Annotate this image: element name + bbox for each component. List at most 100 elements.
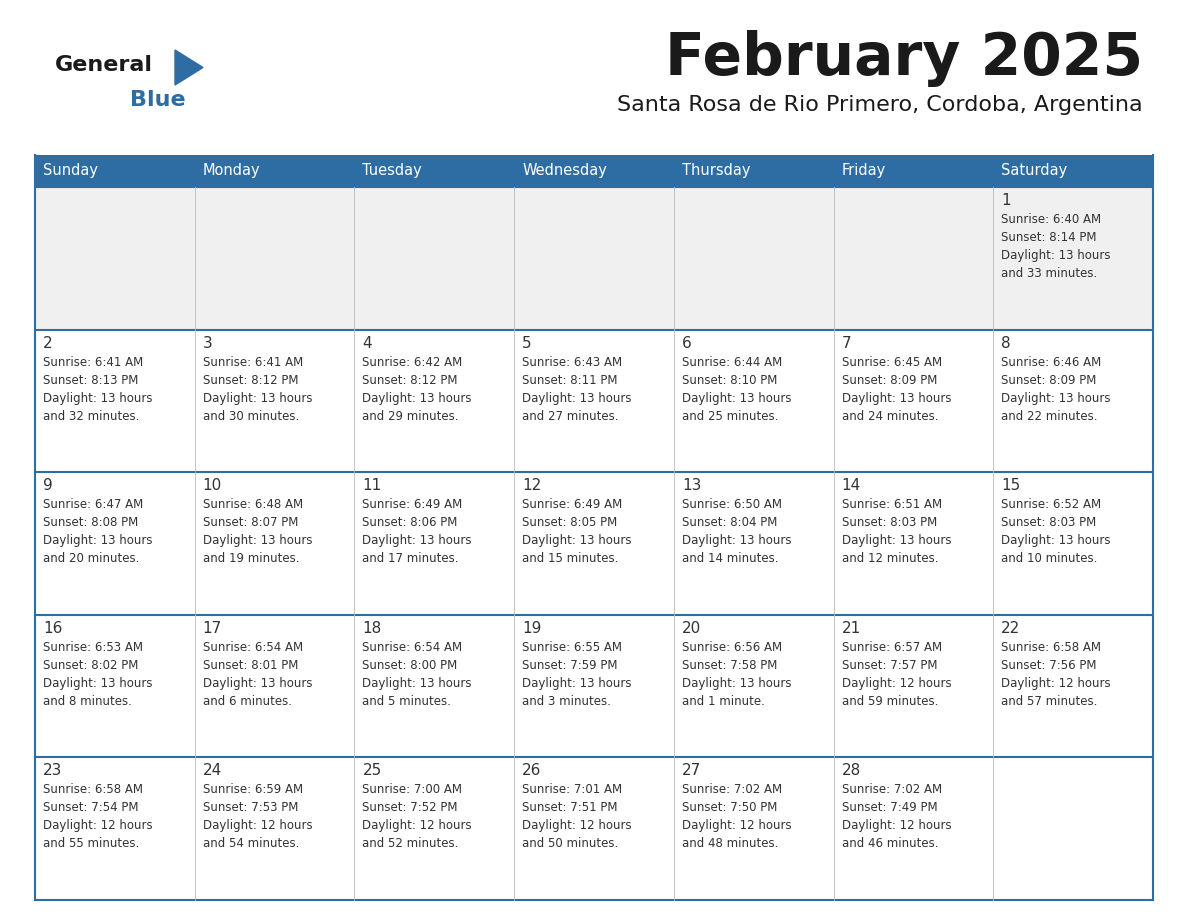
Text: Sunrise: 6:50 AM: Sunrise: 6:50 AM: [682, 498, 782, 511]
Text: Sunrise: 6:57 AM: Sunrise: 6:57 AM: [841, 641, 942, 654]
Text: and 50 minutes.: and 50 minutes.: [523, 837, 619, 850]
Text: and 14 minutes.: and 14 minutes.: [682, 553, 778, 565]
Text: Sunrise: 6:42 AM: Sunrise: 6:42 AM: [362, 355, 462, 369]
Text: Wednesday: Wednesday: [523, 163, 607, 178]
Text: and 24 minutes.: and 24 minutes.: [841, 409, 939, 422]
Text: 13: 13: [682, 478, 701, 493]
Text: 8: 8: [1001, 336, 1011, 351]
Text: Daylight: 13 hours: Daylight: 13 hours: [1001, 392, 1111, 405]
Text: Saturday: Saturday: [1001, 163, 1068, 178]
Text: Sunset: 8:09 PM: Sunset: 8:09 PM: [841, 374, 937, 386]
Text: Daylight: 13 hours: Daylight: 13 hours: [362, 677, 472, 689]
Text: 21: 21: [841, 621, 861, 636]
Text: Sunrise: 6:55 AM: Sunrise: 6:55 AM: [523, 641, 623, 654]
Text: 2: 2: [43, 336, 52, 351]
Text: Sunrise: 6:41 AM: Sunrise: 6:41 AM: [203, 355, 303, 369]
Text: Sunset: 8:00 PM: Sunset: 8:00 PM: [362, 659, 457, 672]
Bar: [34, 155, 195, 187]
Text: Sunset: 8:12 PM: Sunset: 8:12 PM: [362, 374, 457, 386]
Text: Daylight: 12 hours: Daylight: 12 hours: [841, 820, 952, 833]
Text: Daylight: 13 hours: Daylight: 13 hours: [1001, 534, 1111, 547]
Text: Sunset: 7:56 PM: Sunset: 7:56 PM: [1001, 659, 1097, 672]
Text: 19: 19: [523, 621, 542, 636]
Bar: [514, 155, 674, 187]
Polygon shape: [175, 50, 203, 85]
Text: Sunrise: 7:02 AM: Sunrise: 7:02 AM: [841, 783, 942, 797]
Text: Sunset: 8:02 PM: Sunset: 8:02 PM: [43, 659, 138, 672]
Text: 5: 5: [523, 336, 532, 351]
Text: Sunrise: 6:54 AM: Sunrise: 6:54 AM: [203, 641, 303, 654]
Text: and 57 minutes.: and 57 minutes.: [1001, 695, 1098, 708]
Text: Sunset: 8:13 PM: Sunset: 8:13 PM: [43, 374, 138, 386]
Text: 24: 24: [203, 764, 222, 778]
Text: and 33 minutes.: and 33 minutes.: [1001, 267, 1098, 280]
Text: Daylight: 12 hours: Daylight: 12 hours: [203, 820, 312, 833]
Text: Santa Rosa de Rio Primero, Cordoba, Argentina: Santa Rosa de Rio Primero, Cordoba, Arge…: [618, 95, 1143, 115]
Text: Daylight: 12 hours: Daylight: 12 hours: [362, 820, 472, 833]
Text: and 55 minutes.: and 55 minutes.: [43, 837, 139, 850]
Text: Daylight: 13 hours: Daylight: 13 hours: [841, 392, 952, 405]
Text: Sunset: 8:05 PM: Sunset: 8:05 PM: [523, 516, 618, 529]
Text: 20: 20: [682, 621, 701, 636]
Text: Monday: Monday: [203, 163, 260, 178]
Text: Sunset: 8:10 PM: Sunset: 8:10 PM: [682, 374, 777, 386]
Text: Sunrise: 6:54 AM: Sunrise: 6:54 AM: [362, 641, 462, 654]
Text: Daylight: 13 hours: Daylight: 13 hours: [682, 392, 791, 405]
Text: Sunrise: 6:58 AM: Sunrise: 6:58 AM: [1001, 641, 1101, 654]
Text: and 29 minutes.: and 29 minutes.: [362, 409, 459, 422]
Text: Daylight: 13 hours: Daylight: 13 hours: [203, 677, 312, 689]
Text: 10: 10: [203, 478, 222, 493]
Bar: [354, 155, 514, 187]
Text: and 22 minutes.: and 22 minutes.: [1001, 409, 1098, 422]
Text: Daylight: 13 hours: Daylight: 13 hours: [362, 392, 472, 405]
Text: 27: 27: [682, 764, 701, 778]
Bar: [34, 330, 1154, 472]
Text: 15: 15: [1001, 478, 1020, 493]
Text: and 32 minutes.: and 32 minutes.: [43, 409, 139, 422]
Text: Sunset: 7:49 PM: Sunset: 7:49 PM: [841, 801, 937, 814]
Text: Sunset: 7:53 PM: Sunset: 7:53 PM: [203, 801, 298, 814]
Text: Daylight: 12 hours: Daylight: 12 hours: [1001, 677, 1111, 689]
Text: Sunset: 8:08 PM: Sunset: 8:08 PM: [43, 516, 138, 529]
Text: and 46 minutes.: and 46 minutes.: [841, 837, 939, 850]
Text: Sunrise: 6:45 AM: Sunrise: 6:45 AM: [841, 355, 942, 369]
Text: Sunset: 8:11 PM: Sunset: 8:11 PM: [523, 374, 618, 386]
Text: Daylight: 13 hours: Daylight: 13 hours: [523, 392, 632, 405]
Text: Daylight: 13 hours: Daylight: 13 hours: [841, 534, 952, 547]
Text: 18: 18: [362, 621, 381, 636]
Text: 4: 4: [362, 336, 372, 351]
Text: Sunrise: 6:44 AM: Sunrise: 6:44 AM: [682, 355, 782, 369]
Text: and 8 minutes.: and 8 minutes.: [43, 695, 132, 708]
Text: Sunset: 8:06 PM: Sunset: 8:06 PM: [362, 516, 457, 529]
Text: Sunset: 7:50 PM: Sunset: 7:50 PM: [682, 801, 777, 814]
Text: Sunrise: 7:00 AM: Sunrise: 7:00 AM: [362, 783, 462, 797]
Text: Tuesday: Tuesday: [362, 163, 422, 178]
Text: Sunrise: 7:01 AM: Sunrise: 7:01 AM: [523, 783, 623, 797]
Text: Sunrise: 6:40 AM: Sunrise: 6:40 AM: [1001, 213, 1101, 226]
Bar: [993, 155, 1154, 187]
Text: Sunrise: 6:53 AM: Sunrise: 6:53 AM: [43, 641, 143, 654]
Text: 25: 25: [362, 764, 381, 778]
Text: Sunrise: 6:59 AM: Sunrise: 6:59 AM: [203, 783, 303, 797]
Text: Sunrise: 6:51 AM: Sunrise: 6:51 AM: [841, 498, 942, 511]
Text: Sunset: 7:57 PM: Sunset: 7:57 PM: [841, 659, 937, 672]
Text: Sunset: 7:59 PM: Sunset: 7:59 PM: [523, 659, 618, 672]
Text: Sunrise: 6:58 AM: Sunrise: 6:58 AM: [43, 783, 143, 797]
Text: Daylight: 13 hours: Daylight: 13 hours: [43, 392, 152, 405]
Text: Daylight: 13 hours: Daylight: 13 hours: [203, 392, 312, 405]
Text: and 1 minute.: and 1 minute.: [682, 695, 765, 708]
Text: General: General: [55, 55, 153, 75]
Text: Sunset: 8:09 PM: Sunset: 8:09 PM: [1001, 374, 1097, 386]
Text: 7: 7: [841, 336, 851, 351]
Text: Sunrise: 7:02 AM: Sunrise: 7:02 AM: [682, 783, 782, 797]
Text: 14: 14: [841, 478, 861, 493]
Text: February 2025: February 2025: [665, 30, 1143, 87]
Text: Sunset: 7:58 PM: Sunset: 7:58 PM: [682, 659, 777, 672]
Text: Sunrise: 6:48 AM: Sunrise: 6:48 AM: [203, 498, 303, 511]
Text: 9: 9: [43, 478, 52, 493]
Bar: [34, 472, 1154, 615]
Text: Daylight: 13 hours: Daylight: 13 hours: [362, 534, 472, 547]
Text: and 30 minutes.: and 30 minutes.: [203, 409, 299, 422]
Text: Daylight: 13 hours: Daylight: 13 hours: [203, 534, 312, 547]
Bar: [195, 155, 354, 187]
